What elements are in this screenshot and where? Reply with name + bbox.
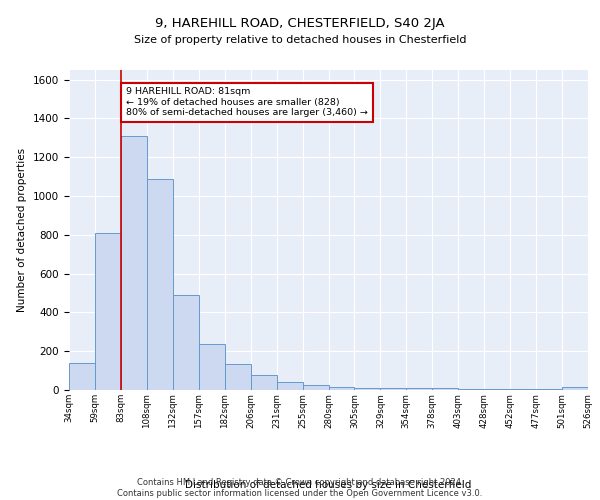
Text: 9 HAREHILL ROAD: 81sqm
← 19% of detached houses are smaller (828)
80% of semi-de: 9 HAREHILL ROAD: 81sqm ← 19% of detached…: [126, 88, 368, 118]
Bar: [95, 233, 121, 390]
X-axis label: Distribution of detached houses by size in Chesterfield: Distribution of detached houses by size …: [185, 480, 472, 490]
Bar: [484, 389, 510, 390]
Bar: [69, 363, 95, 390]
Bar: [380, 388, 406, 390]
Text: Contains HM Land Registry data © Crown copyright and database right 2024.
Contai: Contains HM Land Registry data © Crown c…: [118, 478, 482, 498]
Bar: [510, 389, 536, 390]
Text: 9, HAREHILL ROAD, CHESTERFIELD, S40 2JA: 9, HAREHILL ROAD, CHESTERFIELD, S40 2JA: [155, 18, 445, 30]
Bar: [562, 387, 588, 390]
Bar: [406, 388, 432, 390]
Bar: [199, 344, 224, 390]
Bar: [536, 389, 562, 390]
Bar: [251, 376, 277, 390]
Bar: [147, 178, 173, 390]
Bar: [173, 295, 199, 390]
Bar: [121, 136, 147, 390]
Bar: [225, 364, 251, 390]
Bar: [277, 382, 302, 390]
Bar: [458, 389, 484, 390]
Bar: [433, 388, 458, 390]
Bar: [302, 385, 329, 390]
Bar: [329, 387, 355, 390]
Y-axis label: Number of detached properties: Number of detached properties: [17, 148, 28, 312]
Text: Size of property relative to detached houses in Chesterfield: Size of property relative to detached ho…: [134, 35, 466, 45]
Bar: [355, 388, 380, 390]
